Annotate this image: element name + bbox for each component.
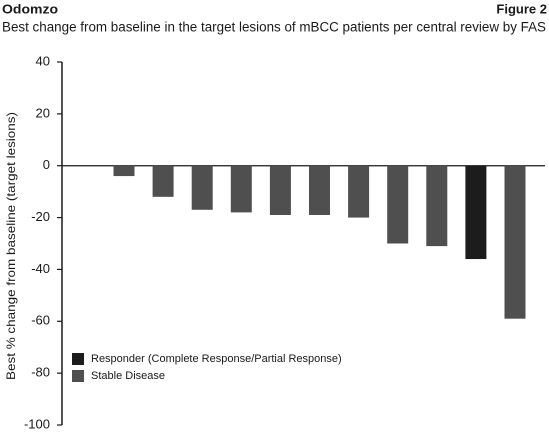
bar [465,165,487,260]
y-tick-label: 20 [36,105,50,120]
bar [504,165,526,319]
bar [426,165,448,247]
y-tick-label: -20 [31,209,50,224]
y-axis-label: Best % change from baseline (target lesi… [4,112,18,380]
chart-title: Best change from baseline in the target … [2,20,546,35]
legend-swatch [72,353,84,365]
legend-label: Stable Disease [91,370,165,382]
bar [152,165,174,197]
y-tick-label: -60 [31,313,50,328]
bar [387,165,409,244]
bar [269,165,291,215]
header-left: Odomzo [2,1,58,16]
header-right: Figure 2 [496,1,547,16]
bar [191,165,213,210]
y-tick-label: 0 [43,157,50,172]
bar [348,165,370,218]
y-tick-label: -80 [31,365,50,380]
y-tick-label: -100 [24,416,50,431]
bar [309,165,330,215]
legend-label: Responder (Complete Response/Partial Res… [91,353,342,365]
bar [113,165,135,177]
y-tick-label: -40 [31,261,50,276]
y-tick-label: 40 [36,53,50,68]
bar [230,165,252,213]
legend-swatch [72,370,84,382]
